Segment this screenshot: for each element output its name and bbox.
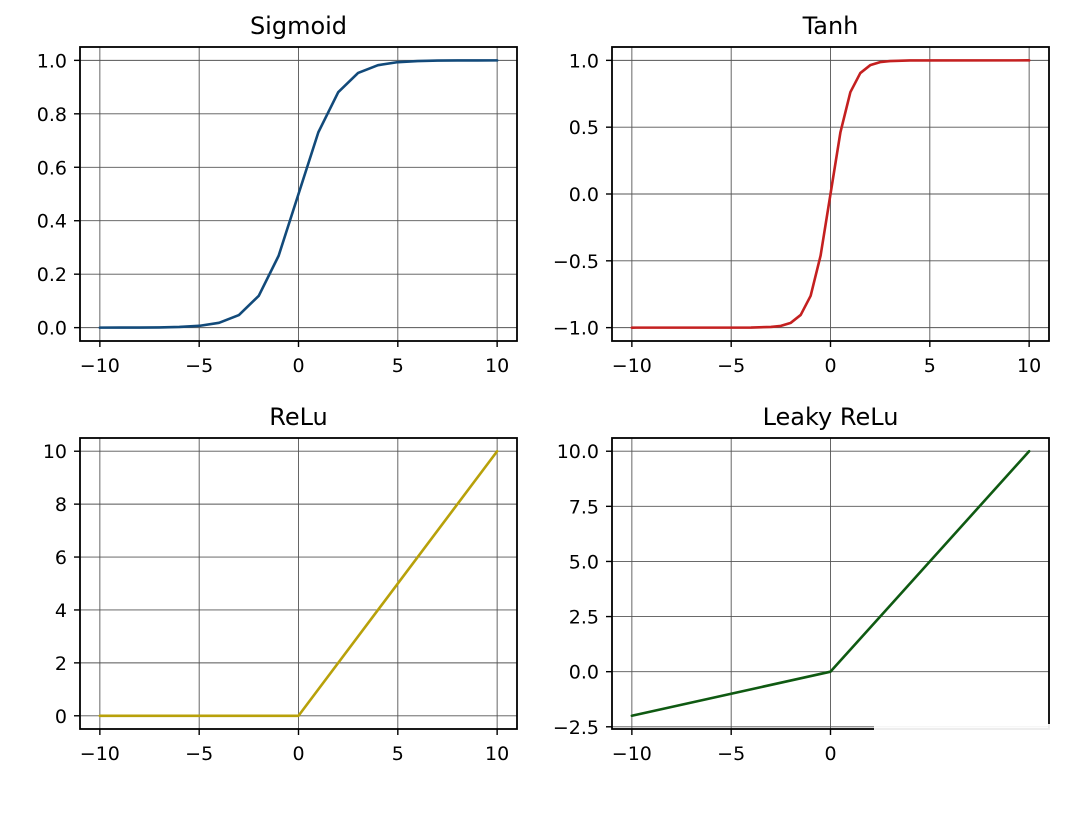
sigmoid-x-tick-label: 10 [485,355,509,377]
relu-y-tick-label: 8 [55,494,67,516]
leaky-relu-x-tick-label: −10 [612,743,652,765]
relu-y-tick-label: 6 [55,547,67,569]
tanh-y-tick-label: −1.0 [553,318,599,340]
relu-y-tick-label: 4 [55,600,67,622]
relu-y-tick-label: 10 [43,441,67,463]
leaky-relu-y-tick-label: 0.0 [569,662,599,684]
sigmoid-y-tick-label: 0.8 [37,104,67,126]
sigmoid-series-line [98,59,499,329]
sigmoid-y-tick-label: 0.2 [37,264,67,286]
sigmoid-x-tick-label: −5 [185,355,213,377]
relu-y-tick-label: 2 [55,653,67,675]
tanh-x-tick-label: 0 [824,355,836,377]
relu-x-tick-label: 5 [392,743,404,765]
tanh-y-tick-label: 0.5 [569,117,599,139]
leaky-relu-y-tick-label: 5.0 [569,551,599,573]
sigmoid-title: Sigmoid [250,12,347,40]
relu-x-tick-label: −5 [185,743,213,765]
sigmoid-y-tick-label: 1.0 [37,50,67,72]
tanh-x-tick-label: 5 [924,355,936,377]
sigmoid-x-tick-label: 0 [292,355,304,377]
relu-panel: ReLu −10 −5 0 5 10 0 2 4 6 8 10 [43,403,518,765]
sigmoid-y-tick-label: 0.4 [37,211,67,233]
sigmoid-x-tick-label: −10 [80,355,120,377]
tanh-y-tick-label: 1.0 [569,50,599,72]
tanh-panel: Tanh −10 −5 0 5 10 −1.0 −0.5 0.0 0.5 1.0 [553,12,1050,377]
sigmoid-y-tick-label: 0.0 [37,318,67,340]
leaky-relu-series-line [630,449,1031,718]
leaky-relu-panel: Leaky ReLu −10 −5 0 −2.5 0.0 2.5 5.0 7.5 10.0 [553,403,1050,765]
relu-y-tick-label: 0 [55,706,67,728]
leaky-relu-x-tick-label: −5 [717,743,745,765]
relu-title: ReLu [269,403,328,431]
tanh-series-line [630,59,1031,329]
leaky-relu-y-tick-label: 10.0 [557,441,599,463]
tanh-y-tick-label: −0.5 [553,251,599,273]
leaky-relu-y-tick-label: 7.5 [569,496,599,518]
relu-series-line [98,449,499,718]
sigmoid-panel: Sigmoid −10 −5 0 5 10 0.0 0.2 0.4 0.6 0.8 1.0 [37,12,518,377]
leaky-relu-title: Leaky ReLu [763,403,899,431]
tanh-x-tick-label: −10 [612,355,652,377]
tanh-y-tick-label: 0.0 [569,184,599,206]
tanh-x-tick-label: 10 [1017,355,1041,377]
tanh-title: Tanh [802,12,859,40]
leaky-relu-y-tick-label: −2.5 [553,717,599,739]
relu-x-tick-label: 10 [485,743,509,765]
sigmoid-x-tick-label: 5 [392,355,404,377]
leaky-relu-y-tick-label: 2.5 [569,607,599,629]
sigmoid-y-tick-label: 0.6 [37,157,67,179]
tanh-x-tick-label: −5 [717,355,745,377]
leaky-relu-x-tick-label: 0 [824,743,836,765]
relu-x-tick-label: 0 [292,743,304,765]
corner-wash-overlay [874,724,1050,784]
relu-x-tick-label: −10 [80,743,120,765]
